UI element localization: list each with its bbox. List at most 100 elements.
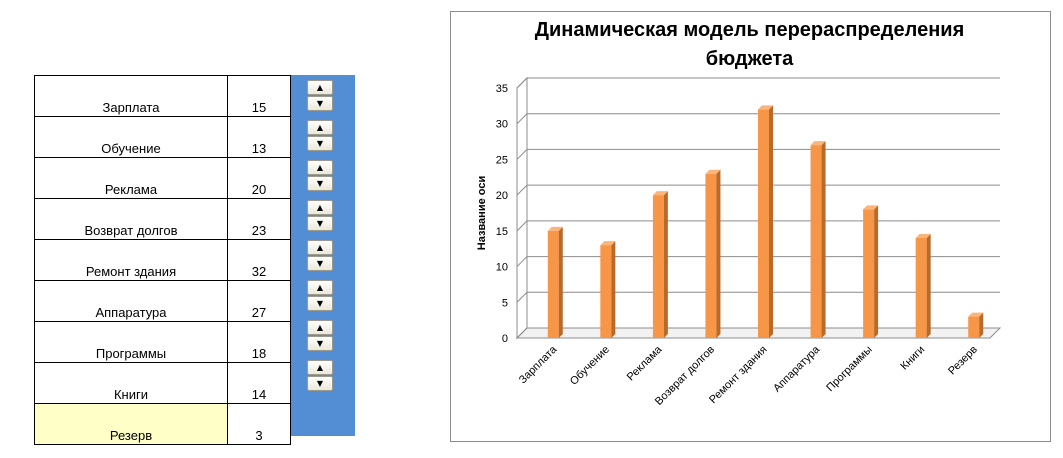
arrow-up-icon: ▲ [316,323,324,332]
value-cell[interactable]: 13 [227,116,291,158]
bar-top [652,191,668,196]
chart-title: Динамическая модель перераспределения бю… [450,16,1049,74]
x-tick-label: Ремонт здания [707,344,769,406]
y-tick-label: 15 [496,226,508,238]
y-tick-label: 35 [496,83,508,95]
bar-top [600,241,616,246]
category-cell[interactable]: Книги [34,362,228,404]
spinner-books: ▲ ▼ [307,360,333,391]
increment-button[interactable]: ▲ [307,120,333,135]
arrow-down-icon: ▼ [316,339,324,348]
x-tick-label: Резерв [946,344,980,378]
spinner-hardware: ▲ ▼ [307,280,333,311]
gridline [516,256,1000,267]
bar [705,173,717,338]
arrow-down-icon: ▼ [316,259,324,268]
gridline [516,184,1000,196]
bar [810,145,822,338]
increment-button[interactable]: ▲ [307,360,333,375]
gridline [516,148,1000,160]
value-cell[interactable]: 23 [227,198,291,240]
bar-top [758,105,773,110]
bar-side [558,226,563,338]
decrement-button[interactable]: ▼ [307,376,333,391]
decrement-button[interactable]: ▼ [307,136,333,151]
arrow-up-icon: ▲ [316,83,324,92]
increment-button[interactable]: ▲ [307,320,333,335]
bar-side [979,312,984,338]
value-cell[interactable]: 20 [227,157,291,199]
spinner-training: ▲ ▼ [307,120,333,151]
decrement-button[interactable]: ▼ [307,256,333,271]
bar-side [821,141,826,338]
category-cell[interactable]: Аппаратура [34,280,228,322]
bar-top [915,234,931,238]
x-tick-label: Программы [824,344,875,395]
table-row: Программы 18 [34,321,291,363]
spinner-building-repair: ▲ ▼ [307,240,333,271]
arrow-up-icon: ▲ [316,203,324,212]
bar [652,195,664,338]
value-cell[interactable]: 27 [227,280,291,322]
bar-side [874,205,879,338]
value-cell[interactable]: 14 [227,362,291,404]
bar [758,109,769,338]
arrow-up-icon: ▲ [316,123,324,132]
decrement-button[interactable]: ▼ [307,296,333,311]
decrement-button[interactable]: ▼ [307,96,333,111]
category-cell[interactable]: Обучение [34,116,228,158]
y-axis-title: Название оси [476,176,488,250]
chart-area[interactable] [450,11,1051,442]
increment-button[interactable]: ▲ [307,200,333,215]
value-cell[interactable]: 18 [227,321,291,363]
table-row: Аппаратура 27 [34,280,291,322]
y-tick-label: 20 [496,190,508,202]
category-cell[interactable]: Зарплата [34,75,228,117]
x-tick-label: Зарплата [517,343,560,386]
x-tick-label: Аппаратура [771,343,823,395]
arrow-down-icon: ▼ [316,99,324,108]
arrow-down-icon: ▼ [316,379,324,388]
chart-title-line: бюджета [705,48,794,70]
x-tick-label: Обучение [568,344,612,388]
arrow-down-icon: ▼ [316,219,324,228]
increment-button[interactable]: ▲ [307,280,333,295]
bar [863,209,875,338]
reserve-category-cell[interactable]: Резерв [34,403,228,445]
y-tick-label: 0 [502,333,508,345]
increment-button[interactable]: ▲ [307,160,333,175]
increment-button[interactable]: ▲ [307,240,333,255]
arrow-down-icon: ▼ [316,139,324,148]
category-cell[interactable]: Ремонт здания [34,239,228,281]
category-cell[interactable]: Возврат долгов [34,198,228,240]
value-cell[interactable]: 32 [227,239,291,281]
arrow-up-icon: ▲ [316,283,324,292]
spinner-salary: ▲ ▼ [307,80,333,111]
y-tick-label: 25 [496,154,508,166]
reserve-value-cell[interactable]: 3 [227,403,291,445]
bar-side [663,191,668,338]
category-cell[interactable]: Программы [34,321,228,363]
arrow-up-icon: ▲ [316,363,324,372]
arrow-down-icon: ▼ [316,179,324,188]
bar [547,230,559,338]
bar-side [716,169,721,338]
x-tick-label: Книги [898,344,927,373]
x-tick-label: Реклама [625,343,665,383]
table-row: Ремонт здания 32 [34,239,291,281]
table-row: Обучение 13 [34,116,291,158]
decrement-button[interactable]: ▼ [307,176,333,191]
y-tick-label: 30 [496,119,508,131]
value-cell[interactable]: 15 [227,75,291,117]
y-tick-label: 10 [496,262,508,274]
decrement-button[interactable]: ▼ [307,336,333,351]
increment-button[interactable]: ▲ [307,80,333,95]
gridline [516,113,1000,125]
arrow-down-icon: ▼ [316,299,324,308]
gridline [516,291,1000,303]
table-row: Реклама 20 [34,157,291,199]
bar [915,238,927,338]
category-cell[interactable]: Реклама [34,157,228,199]
table-row: Зарплата 15 [34,75,291,117]
decrement-button[interactable]: ▼ [307,216,333,231]
